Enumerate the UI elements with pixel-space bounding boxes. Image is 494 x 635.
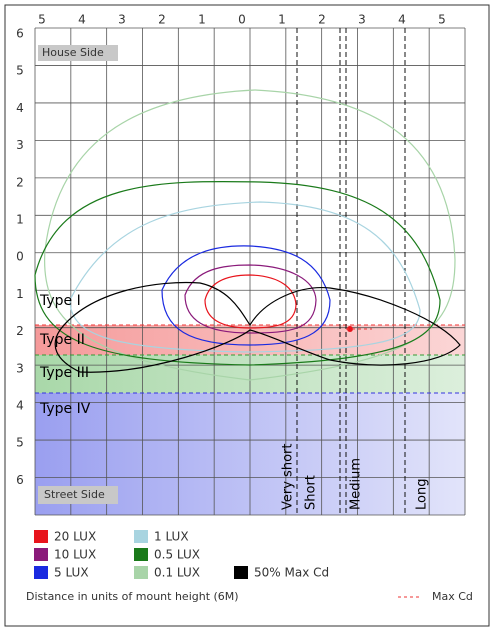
legend-swatch — [134, 566, 148, 579]
distance-label: Medium — [349, 458, 364, 510]
max-cd-label: Max Cd — [432, 590, 473, 603]
distance-label: Long — [415, 479, 430, 510]
street-box — [38, 486, 118, 504]
top-label: 1 — [198, 13, 206, 27]
top-label: 1 — [278, 13, 286, 27]
left-label: 6 — [16, 473, 24, 487]
legend-label: 5 LUX — [54, 566, 89, 580]
distance-label: Very short — [281, 444, 296, 510]
footnote: Distance in units of mount height (6M) — [26, 590, 239, 603]
legend-label: 20 LUX — [54, 530, 96, 544]
distance-label: Short — [304, 475, 319, 510]
left-label: 0 — [16, 250, 24, 264]
top-label: 2 — [318, 13, 326, 27]
legend-label: 50% Max Cd — [254, 566, 329, 580]
left-label: 2 — [16, 324, 24, 338]
top-label: 5 — [438, 13, 446, 27]
left-label: 4 — [16, 399, 24, 413]
legend-swatch — [234, 566, 248, 579]
type-label: Type II — [39, 332, 85, 348]
left-label: 5 — [16, 436, 24, 450]
left-label: 4 — [16, 101, 24, 115]
top-label: 0 — [238, 13, 246, 27]
top-label: 3 — [118, 13, 126, 27]
legend-swatch — [134, 548, 148, 561]
left-label: 2 — [16, 175, 24, 189]
left-label: 1 — [16, 213, 24, 227]
top-label: 2 — [158, 13, 166, 27]
legend-swatch — [34, 548, 48, 561]
left-label: 3 — [16, 138, 24, 152]
left-label: 1 — [16, 287, 24, 301]
max-cd-point — [347, 326, 353, 332]
left-label: 6 — [16, 27, 24, 41]
legend-swatch — [34, 530, 48, 543]
top-label: 5 — [38, 13, 46, 27]
type-label: Type I — [39, 293, 81, 309]
street-side: Street Side — [44, 488, 105, 501]
legend-label: 0.5 LUX — [154, 548, 200, 562]
house-box — [38, 45, 118, 61]
legend-swatch — [134, 530, 148, 543]
grid — [34, 27, 466, 516]
legend-label: 10 LUX — [54, 548, 96, 562]
legend-label: 1 LUX — [154, 530, 189, 544]
top-label: 4 — [78, 13, 86, 27]
house-side: House Side — [42, 46, 104, 59]
contours — [34, 89, 461, 381]
top-label: 4 — [398, 13, 406, 27]
type-label: Type III — [39, 365, 89, 381]
left-label: 5 — [16, 64, 24, 78]
frame — [4, 4, 490, 627]
legend-label: 0.1 LUX — [154, 566, 200, 580]
left-label: 3 — [16, 361, 24, 375]
type-label: Type IV — [39, 401, 91, 417]
top-label: 3 — [358, 13, 366, 27]
legend-swatch — [34, 566, 48, 579]
